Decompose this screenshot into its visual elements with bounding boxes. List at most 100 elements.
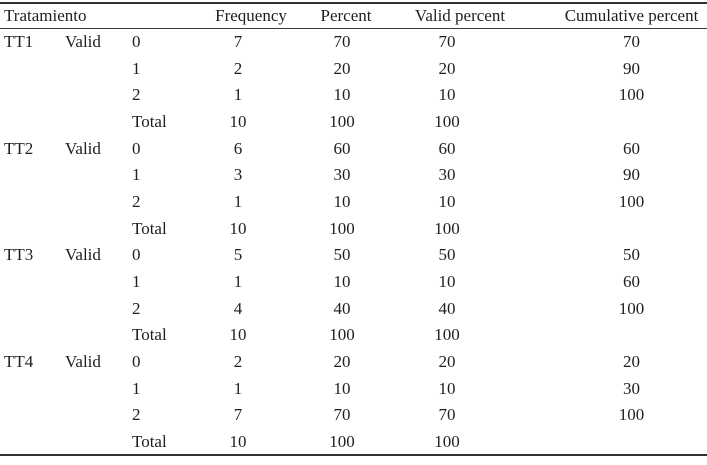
valid-percent-cell: 20: [438, 58, 456, 78]
group-label-cell: TT2: [4, 138, 34, 158]
value-cell: Total: [132, 218, 167, 238]
valid-label-cell: [60, 108, 128, 135]
cumulative-percent-cell: 100: [618, 85, 645, 105]
percent-cell: 100: [329, 111, 355, 131]
cumulative-percent-cell: 60: [623, 272, 640, 292]
frequency-table: Tratamiento Frequency Percent Valid perc…: [0, 2, 707, 456]
group-label-cell: [0, 322, 60, 349]
cumulative-percent-cell: [530, 428, 707, 455]
group-label-cell: [0, 295, 60, 322]
col-header-frequency: Frequency: [200, 3, 302, 29]
header-row: Tratamiento Frequency Percent Valid perc…: [0, 3, 707, 29]
group-label-cell: [0, 268, 60, 295]
percent-cell: 10: [333, 272, 351, 292]
frequency-cell: 2: [233, 352, 243, 372]
valid-percent-cell: 10: [438, 272, 456, 292]
percent-cell: 100: [329, 431, 355, 451]
value-cell: 1: [132, 165, 141, 185]
valid-percent-cell: 100: [434, 218, 460, 238]
group-label-cell: [0, 108, 60, 135]
frequency-cell: 6: [233, 138, 243, 158]
valid-label-cell: [60, 268, 128, 295]
col-header-valid-percent: Valid percent: [390, 3, 530, 29]
percent-cell: 10: [333, 378, 351, 398]
frequency-cell: 4: [233, 298, 243, 318]
valid-percent-cell: 20: [438, 352, 456, 372]
group-label-cell: [0, 402, 60, 429]
table-row: 2 4 40 40 100: [0, 295, 707, 322]
cumulative-percent-cell: 70: [623, 32, 640, 52]
group-label-cell: TT1: [4, 32, 34, 52]
percent-cell: 40: [333, 298, 351, 318]
percent-cell: 50: [333, 245, 351, 265]
valid-percent-cell: 50: [438, 245, 456, 265]
valid-label-cell: [60, 295, 128, 322]
valid-percent-cell: 30: [438, 165, 456, 185]
valid-label-cell: Valid: [65, 245, 101, 265]
table-row: TT4 Valid 0 2 20 20 20: [0, 348, 707, 375]
frequency-cell: 2: [233, 58, 243, 78]
frequency-cell: 1: [233, 85, 243, 105]
percent-cell: 70: [333, 32, 351, 52]
value-cell: 2: [132, 298, 141, 318]
cumulative-percent-cell: [530, 322, 707, 349]
valid-label-cell: [60, 215, 128, 242]
col-header-cumulative-percent: Cumulative percent: [530, 3, 707, 29]
table-row: Total 10 100 100: [0, 215, 707, 242]
frequency-cell: 7: [233, 405, 243, 425]
percent-cell: 60: [333, 138, 351, 158]
valid-label-cell: Valid: [65, 138, 101, 158]
frequency-cell: 10: [229, 431, 247, 451]
valid-label-cell: [60, 322, 128, 349]
valid-label-cell: [60, 55, 128, 82]
valid-label-cell: Valid: [65, 352, 101, 372]
valid-percent-cell: 10: [438, 191, 456, 211]
table-row: Total 10 100 100: [0, 322, 707, 349]
group-label-cell: TT3: [4, 245, 34, 265]
frequency-cell: 7: [233, 32, 243, 52]
frequency-cell: 10: [229, 218, 247, 238]
valid-percent-cell: 100: [434, 111, 460, 131]
col-header-percent: Percent: [302, 3, 390, 29]
valid-percent-cell: 60: [438, 138, 456, 158]
valid-label-cell: [60, 188, 128, 215]
table-row: 1 3 30 30 90: [0, 161, 707, 188]
frequency-cell: 3: [233, 165, 243, 185]
table-row: Total 10 100 100: [0, 108, 707, 135]
value-cell: 1: [132, 378, 141, 398]
percent-cell: 70: [333, 405, 351, 425]
valid-percent-cell: 10: [438, 85, 456, 105]
percent-cell: 20: [333, 352, 351, 372]
value-cell: 1: [132, 58, 141, 78]
table-body: TT1 Valid 0 7 70 70 70 1 2 20 20 90 2 1 10 10 100 Total 10…: [0, 28, 707, 455]
table-row: 1 1 10 10 30: [0, 375, 707, 402]
value-cell: Total: [132, 431, 167, 451]
value-cell: 0: [132, 245, 141, 265]
group-label-cell: [0, 215, 60, 242]
cumulative-percent-cell: 90: [623, 165, 640, 185]
percent-cell: 30: [333, 165, 351, 185]
group-label-cell: [0, 81, 60, 108]
group-label-cell: [0, 161, 60, 188]
cumulative-percent-cell: [530, 108, 707, 135]
valid-label-cell: [60, 428, 128, 455]
value-cell: 1: [132, 272, 141, 292]
value-cell: 2: [132, 85, 141, 105]
table-row: TT1 Valid 0 7 70 70 70: [0, 28, 707, 55]
cumulative-percent-cell: [530, 215, 707, 242]
cumulative-percent-cell: 30: [623, 378, 640, 398]
frequency-cell: 1: [233, 272, 243, 292]
group-label-cell: [0, 375, 60, 402]
cumulative-percent-cell: 100: [618, 405, 645, 425]
table-row: 2 1 10 10 100: [0, 188, 707, 215]
group-label-cell: [0, 188, 60, 215]
value-cell: 2: [132, 191, 141, 211]
percent-cell: 10: [333, 191, 351, 211]
frequency-cell: 5: [233, 245, 243, 265]
percent-cell: 100: [329, 325, 355, 345]
group-label-cell: TT4: [4, 352, 34, 372]
table-row: 2 1 10 10 100: [0, 81, 707, 108]
group-label-cell: [0, 55, 60, 82]
percent-cell: 10: [333, 85, 351, 105]
